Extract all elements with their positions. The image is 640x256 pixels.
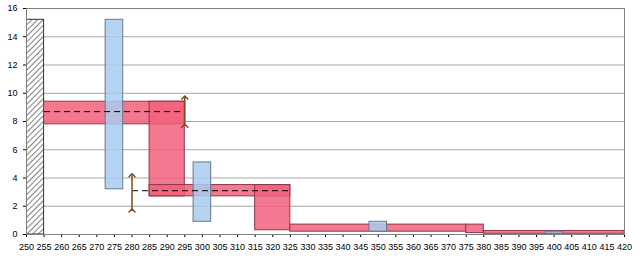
svg-text:330: 330: [300, 242, 315, 252]
svg-text:370: 370: [441, 242, 456, 252]
svg-text:10: 10: [7, 88, 17, 98]
svg-text:250: 250: [19, 242, 34, 252]
svg-text:360: 360: [406, 242, 421, 252]
svg-text:365: 365: [424, 242, 439, 252]
svg-text:420: 420: [617, 242, 632, 252]
svg-text:325: 325: [283, 242, 298, 252]
svg-text:405: 405: [564, 242, 579, 252]
svg-text:390: 390: [511, 242, 526, 252]
svg-text:375: 375: [459, 242, 474, 252]
svg-text:335: 335: [318, 242, 333, 252]
svg-text:385: 385: [494, 242, 509, 252]
svg-text:275: 275: [107, 242, 122, 252]
svg-text:6: 6: [12, 145, 17, 155]
svg-text:355: 355: [388, 242, 403, 252]
svg-text:12: 12: [7, 60, 17, 70]
svg-text:16: 16: [7, 3, 17, 13]
svg-text:255: 255: [37, 242, 52, 252]
svg-text:395: 395: [529, 242, 544, 252]
svg-text:410: 410: [582, 242, 597, 252]
svg-text:2: 2: [12, 201, 17, 211]
svg-text:310: 310: [230, 242, 245, 252]
svg-text:415: 415: [599, 242, 614, 252]
svg-text:290: 290: [160, 242, 175, 252]
svg-text:300: 300: [195, 242, 210, 252]
svg-text:295: 295: [177, 242, 192, 252]
svg-text:305: 305: [212, 242, 227, 252]
svg-text:265: 265: [72, 242, 87, 252]
svg-text:270: 270: [89, 242, 104, 252]
svg-text:260: 260: [54, 242, 69, 252]
svg-text:4: 4: [12, 173, 17, 183]
svg-text:14: 14: [7, 32, 17, 42]
svg-text:345: 345: [353, 242, 368, 252]
svg-text:285: 285: [142, 242, 157, 252]
svg-text:0: 0: [12, 229, 17, 239]
svg-text:380: 380: [476, 242, 491, 252]
svg-text:315: 315: [248, 242, 263, 252]
svg-text:280: 280: [125, 242, 140, 252]
svg-text:350: 350: [371, 242, 386, 252]
svg-text:8: 8: [12, 116, 17, 126]
svg-text:320: 320: [265, 242, 280, 252]
svg-text:340: 340: [336, 242, 351, 252]
svg-text:400: 400: [547, 242, 562, 252]
